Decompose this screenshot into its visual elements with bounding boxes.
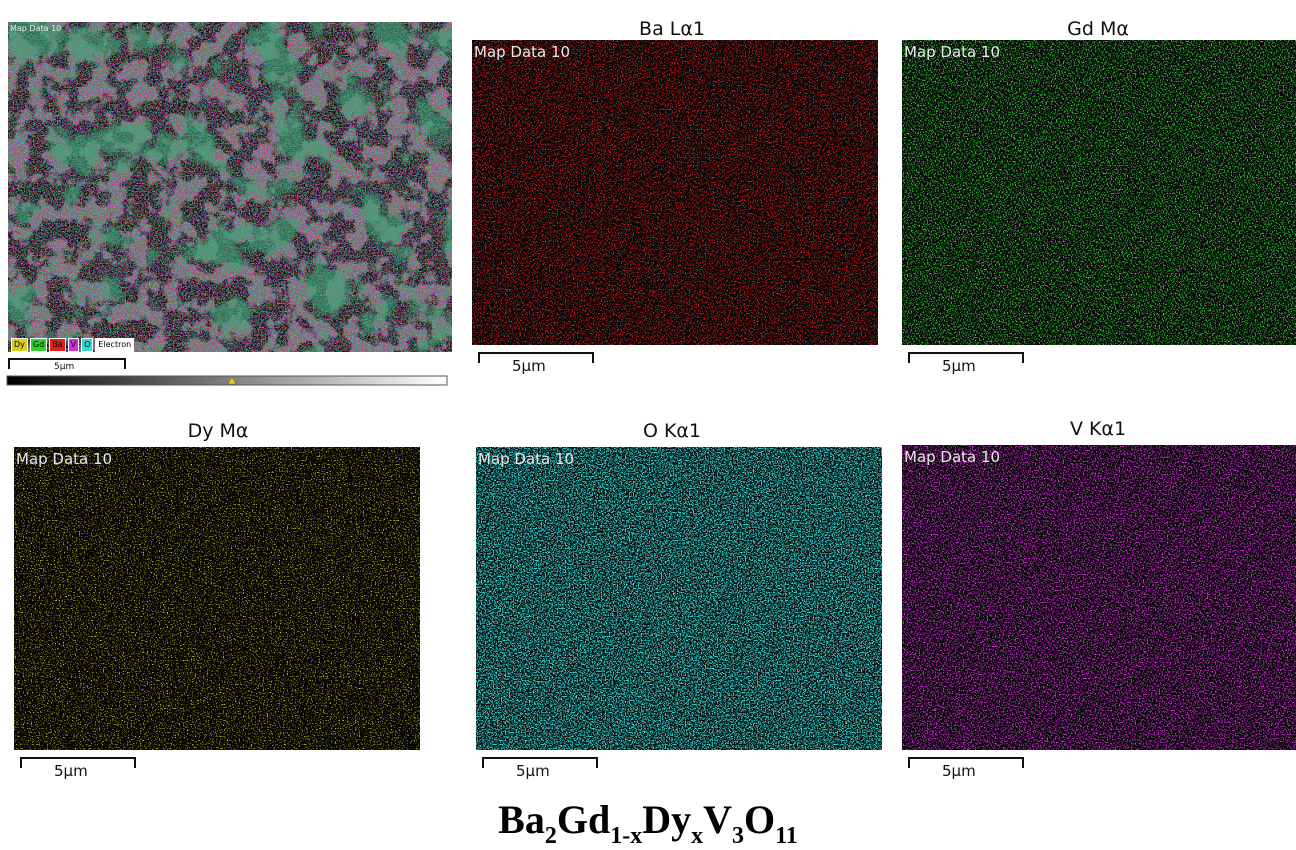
scale-label: 5µm xyxy=(512,357,546,375)
legend-entry: Electron xyxy=(95,338,134,352)
legend-entry: Gd xyxy=(30,338,47,352)
element-map-3 xyxy=(476,447,882,750)
formula-element: O xyxy=(744,797,775,842)
panel-title: Ba Lα1 xyxy=(572,18,772,40)
map-label: Map Data 10 xyxy=(904,448,1000,466)
composite-map xyxy=(8,22,452,352)
caption: Ba2Gd1-xDyxV3O11 xyxy=(0,796,1296,850)
map-label: Map Data 10 xyxy=(16,450,112,468)
formula-element: Ba xyxy=(498,797,545,842)
formula-subscript: 2 xyxy=(545,823,557,849)
panel-title: Dy Mα xyxy=(118,420,318,442)
page: { "composite": { "map_label": "Map Data … xyxy=(0,0,1296,848)
panel-title: O Kα1 xyxy=(572,420,772,442)
formula-element: Dy xyxy=(642,797,691,842)
map-label: Map Data 10 xyxy=(474,43,570,61)
formula-subscript: 1-x xyxy=(610,823,642,849)
map-label: Map Data 10 xyxy=(478,450,574,468)
panel-title: V Kα1 xyxy=(998,418,1198,440)
legend-entry: Ba xyxy=(49,338,65,352)
element-map-0 xyxy=(472,40,878,345)
element-map-4 xyxy=(902,445,1296,750)
formula-subscript: 11 xyxy=(775,823,798,849)
scale-label: 5µm xyxy=(54,762,88,780)
intensity-bar xyxy=(6,374,452,388)
scale-label: 5µm xyxy=(54,362,74,372)
map-label: Map Data 10 xyxy=(904,43,1000,61)
formula-subscript: x xyxy=(691,823,703,849)
legend-entry: V xyxy=(68,338,79,352)
legend-entry: Dy xyxy=(11,338,28,352)
map-label: Map Data 10 xyxy=(10,24,61,33)
element-map-1 xyxy=(902,40,1296,345)
panel-title: Gd Mα xyxy=(998,18,1198,40)
scale-label: 5µm xyxy=(942,357,976,375)
element-map-2 xyxy=(14,447,420,750)
formula-subscript: 3 xyxy=(732,823,744,849)
legend-entry: O xyxy=(81,338,93,352)
formula-element: Gd xyxy=(557,797,610,842)
scale-label: 5µm xyxy=(516,762,550,780)
scale-label: 5µm xyxy=(942,762,976,780)
formula-element: V xyxy=(703,797,732,842)
